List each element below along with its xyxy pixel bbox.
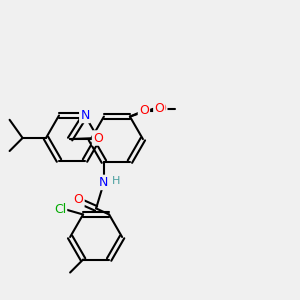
Text: O: O [93, 131, 103, 145]
Text: O: O [74, 193, 83, 206]
Text: N: N [99, 176, 109, 189]
Text: H: H [112, 176, 120, 186]
Text: O: O [139, 104, 149, 117]
Text: O: O [154, 102, 164, 115]
Text: O: O [156, 102, 166, 115]
Text: Cl: Cl [54, 203, 66, 216]
Text: N: N [80, 109, 90, 122]
